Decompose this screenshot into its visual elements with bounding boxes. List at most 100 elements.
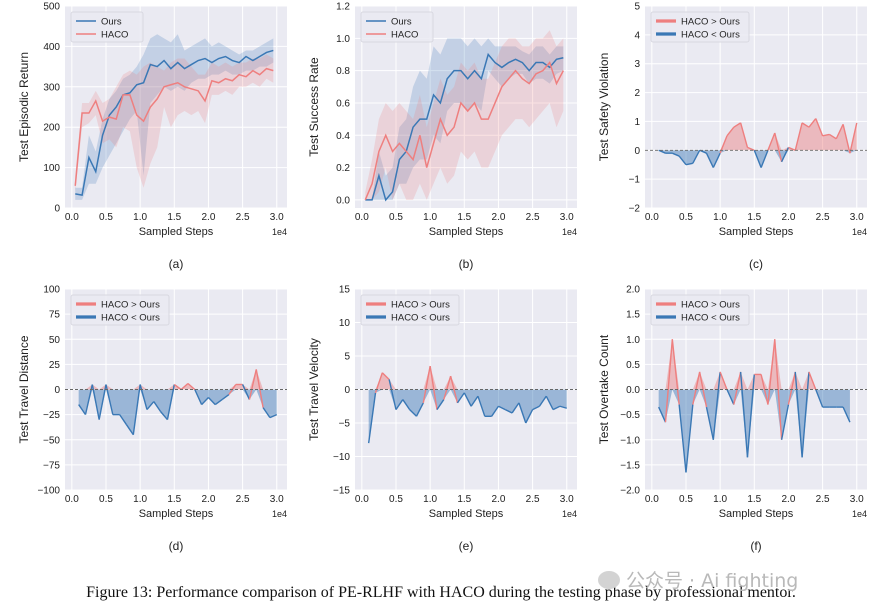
x-tick-label: 1.5 <box>457 494 471 505</box>
y-tick-label: 0 <box>344 385 350 396</box>
difference-segment <box>712 152 721 168</box>
difference-segment <box>678 404 687 473</box>
difference-segment <box>815 389 824 408</box>
x-tick-label: 2.5 <box>816 212 830 223</box>
y-tick-label: 75 <box>49 310 61 321</box>
figure-caption: Figure 13: Performance comparison of PE-… <box>86 584 796 601</box>
x-axis-label: Sampled Steps <box>139 508 214 520</box>
legend-label: HACO < Ours <box>681 30 740 41</box>
x-tick-label: 0.0 <box>65 212 79 223</box>
panel-label: (c) <box>749 257 763 271</box>
difference-segment <box>463 392 472 407</box>
y-tick-label: −100 <box>37 486 60 497</box>
x-tick-label: 3.0 <box>850 212 864 223</box>
x-axis-label: Sampled Steps <box>429 508 504 520</box>
difference-segment <box>685 162 693 166</box>
difference-segment <box>842 406 851 423</box>
y-tick-label: −0.5 <box>620 410 640 421</box>
difference-segment <box>753 150 762 168</box>
x-tick-label: 1.0 <box>133 212 147 223</box>
difference-segment <box>367 392 377 444</box>
legend-label: HACO > Ours <box>681 17 740 28</box>
y-tick-label: 300 <box>43 82 60 93</box>
legend-label: HACO > Ours <box>681 300 740 311</box>
x-tick-label: 1.0 <box>713 494 727 505</box>
x-tick-label: 0.0 <box>355 212 369 223</box>
difference-segment <box>518 402 527 424</box>
x-tick-label: 2.0 <box>201 212 215 223</box>
difference-segment <box>760 150 769 168</box>
chart-panel-6: −2.0 −1.5 −1.0 −0.5 0.0 0.5 1.0 1.5 2.0 0.0 0.5 1.0… <box>597 285 867 553</box>
y-axis-label: Test Safety Violation <box>597 53 611 162</box>
x-tick-label: 2.5 <box>526 494 540 505</box>
difference-segment <box>248 369 257 400</box>
area-haco-less <box>368 389 567 444</box>
difference-segment <box>456 392 465 404</box>
difference-segment <box>532 405 540 411</box>
difference-segment <box>402 399 411 410</box>
y-tick-label: 4 <box>634 30 640 41</box>
difference-segment <box>180 382 189 391</box>
chart-panel-1: 0 100 200 300 400 500 0.0 0.5 1.0 1.5 2.0 2.5 3.0 Sam… <box>17 2 287 271</box>
y-tick-label: 0.6 <box>336 98 350 109</box>
difference-segment <box>733 122 742 128</box>
difference-segment <box>829 133 837 140</box>
difference-segment <box>173 383 182 391</box>
y-tick-label: 0.8 <box>336 66 350 77</box>
x-tick-label: 3.0 <box>560 212 574 223</box>
y-tick-label: 1.0 <box>626 335 640 346</box>
y-tick-label: 2.0 <box>626 285 640 296</box>
x-tick-label: 1.0 <box>423 494 437 505</box>
y-tick-label: 25 <box>49 360 61 371</box>
difference-segment <box>443 375 452 400</box>
x-axis-multiplier: 1e4 <box>562 227 577 237</box>
difference-segment <box>388 379 397 410</box>
y-tick-label: 3 <box>634 59 640 70</box>
difference-segment <box>705 406 714 440</box>
difference-segment <box>449 375 459 404</box>
y-tick-label: 0.5 <box>626 360 640 371</box>
difference-segment <box>767 339 776 405</box>
y-tick-label: 1 <box>634 117 640 128</box>
x-tick-label: 3.0 <box>270 494 284 505</box>
legend-label: HACO <box>391 30 418 41</box>
difference-segment <box>719 371 728 390</box>
difference-segment <box>739 122 749 148</box>
y-axis-label: Test Success Rate <box>307 57 321 157</box>
legend-label: HACO < Ours <box>101 313 160 324</box>
difference-segment <box>511 402 520 414</box>
difference-segment <box>125 424 134 436</box>
difference-segment <box>794 371 803 458</box>
y-tick-label: −2.0 <box>620 486 640 497</box>
difference-segment <box>658 149 666 154</box>
y-tick-label: −15 <box>333 486 350 497</box>
difference-segment <box>153 401 162 413</box>
difference-segment <box>739 371 749 458</box>
area-haco-less <box>78 389 277 435</box>
difference-segment <box>132 384 141 435</box>
difference-segment <box>767 132 776 151</box>
difference-segment <box>395 399 404 410</box>
y-tick-label: 0 <box>54 385 60 396</box>
y-tick-label: 10 <box>339 318 351 329</box>
x-axis-label: Sampled Steps <box>139 226 214 238</box>
difference-segment <box>78 404 87 416</box>
x-axis-multiplier: 1e4 <box>272 227 287 237</box>
difference-segment <box>842 124 851 154</box>
panel-label: (d) <box>169 539 184 553</box>
x-tick-label: 2.5 <box>816 494 830 505</box>
difference-segment <box>255 369 264 408</box>
watermark: 公众号 · Ai fighting <box>598 566 798 593</box>
difference-segment <box>780 147 790 163</box>
difference-segment <box>692 371 701 405</box>
x-tick-label: 2.0 <box>491 212 505 223</box>
x-axis-multiplier: 1e4 <box>272 509 287 519</box>
x-axis-multiplier: 1e4 <box>562 509 577 519</box>
difference-segment <box>692 149 701 164</box>
difference-segment <box>214 398 223 406</box>
x-tick-label: 0.5 <box>389 494 403 505</box>
y-tick-label: 5 <box>344 352 350 363</box>
difference-segment <box>504 408 513 414</box>
y-tick-label: 2 <box>634 88 640 99</box>
difference-segment <box>194 389 203 405</box>
